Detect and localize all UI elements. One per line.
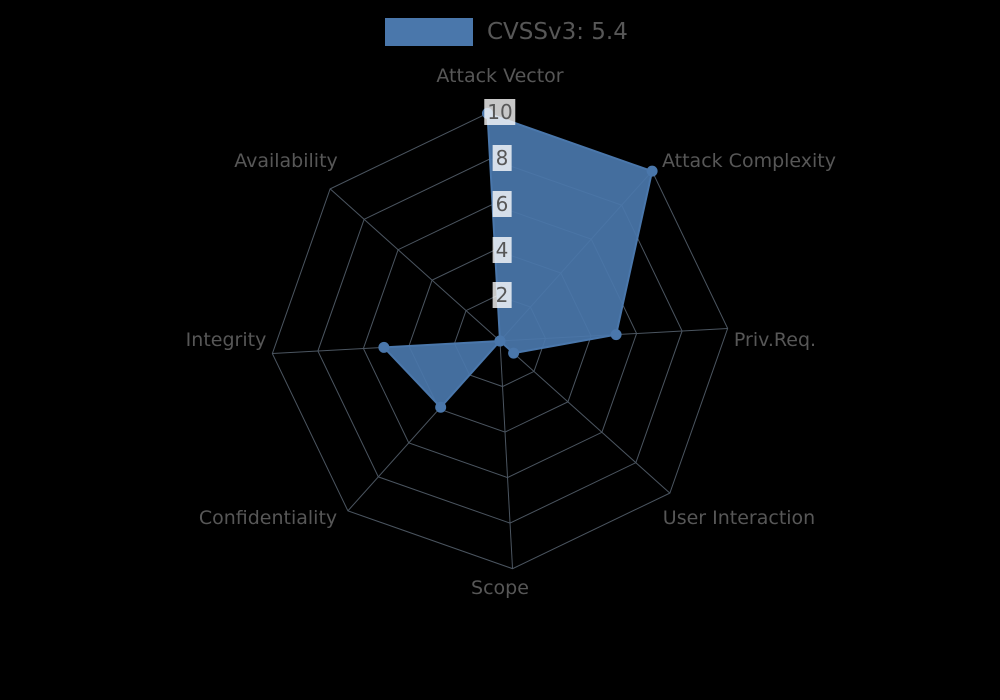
data-point-5 (435, 401, 447, 413)
axis-label-attack-vector: Attack Vector (436, 65, 564, 87)
grid-spoke-4 (499, 340, 514, 569)
axis-label-user-interaction: User Interaction (662, 507, 816, 529)
data-point-2 (610, 329, 622, 341)
r-tick-10: 10 (484, 99, 516, 125)
axis-label-confidentiality: Confidentiality (198, 507, 338, 529)
cvssv3-series-swatch (385, 18, 473, 46)
radar-series-layer (381, 111, 654, 409)
axis-label-integrity: Integrity (185, 329, 267, 351)
r-tick-4: 4 (492, 237, 512, 263)
data-point-6 (378, 341, 390, 353)
legend-label: CVSSv3: 5.4 (487, 19, 628, 45)
axis-label-attack-complexity: Attack Complexity (661, 150, 837, 172)
series-polygon-0 (381, 111, 654, 409)
chart-legend: CVSSv3: 5.4 (385, 18, 628, 46)
data-point-7 (494, 335, 506, 347)
axis-label-scope: Scope (471, 577, 529, 599)
r-tick-6: 6 (492, 191, 512, 217)
data-point-3 (508, 347, 520, 359)
axis-label-priv-req: Priv.Req. (733, 329, 817, 351)
grid-spoke-3 (499, 340, 671, 494)
axis-label-availability: Availability (234, 150, 338, 172)
r-tick-2: 2 (492, 282, 512, 308)
r-tick-8: 8 (492, 145, 512, 171)
data-point-1 (646, 165, 658, 177)
grid-spoke-7 (329, 188, 501, 342)
